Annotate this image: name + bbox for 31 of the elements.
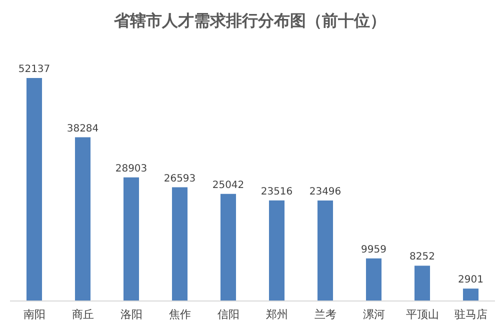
data-label: 9959	[361, 244, 386, 256]
bar	[123, 177, 140, 301]
bar	[414, 266, 430, 301]
x-tick-label: 郑州	[266, 308, 288, 321]
bar	[172, 187, 188, 301]
bar	[317, 200, 334, 301]
bar	[268, 200, 285, 301]
bar	[26, 78, 42, 301]
chart-title: 省辖市人才需求排行分布图（前十位）	[113, 11, 386, 30]
bar	[74, 137, 91, 301]
x-tick-label: 洛阳	[120, 308, 142, 321]
data-label: 26593	[164, 173, 196, 184]
data-label: 23516	[260, 186, 293, 198]
x-tick-label: 平顶山	[406, 308, 439, 321]
data-label: 8252	[410, 252, 435, 263]
data-label: 2901	[458, 274, 484, 286]
x-tick-label: 漯河	[362, 308, 385, 321]
data-label: 23496	[309, 186, 342, 198]
bar	[366, 258, 382, 301]
x-tick-label: 焦作	[168, 308, 191, 321]
data-label: 52137	[18, 64, 50, 75]
x-tick-label: 驻马店	[454, 308, 488, 321]
bar	[220, 194, 236, 301]
x-tick-label: 信阳	[217, 308, 240, 321]
data-label: 25042	[212, 180, 244, 191]
bar	[462, 288, 479, 301]
data-label: 38284	[66, 123, 99, 134]
x-tick-label: 兰考	[314, 308, 336, 321]
data-label: 28903	[115, 163, 148, 174]
x-tick-label: 南阳	[23, 308, 46, 321]
x-tick-label: 商丘	[72, 308, 94, 321]
